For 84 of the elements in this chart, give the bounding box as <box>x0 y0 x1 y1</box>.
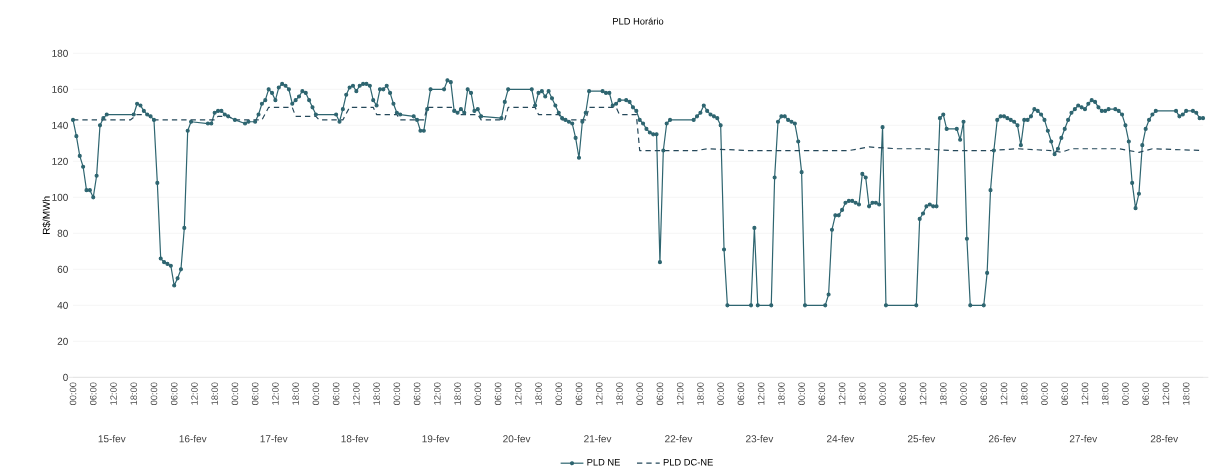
x-tick-label: 18:00 <box>454 382 461 405</box>
x-tick-label: 18:00 <box>211 382 218 405</box>
y-tick-label: 40 <box>57 301 68 309</box>
x-tick-label: 06:00 <box>818 382 826 406</box>
chart-title: PLD Horário <box>613 17 664 25</box>
x-tick-label: 18:00 <box>939 382 947 405</box>
x-tick-label: 12:00 <box>676 382 684 405</box>
x-tick-label: 00:00 <box>960 382 967 406</box>
y-tick-label: 100 <box>52 193 68 201</box>
text: 21-fev <box>584 435 612 443</box>
y-axis-title: R$/MWh <box>42 196 51 234</box>
x-tick-label: 18:00 <box>697 382 704 405</box>
x-tick-label: 00:00 <box>1041 382 1048 406</box>
x-tick-label: 00:00 <box>312 382 320 406</box>
text: 26-fev <box>988 435 1017 443</box>
x-tick-label: 18:00 <box>616 382 623 405</box>
x-tick-label: 06:00 <box>332 382 340 406</box>
x-tick-label: 06:00 <box>413 382 421 406</box>
x-tick-label: 12:00 <box>272 382 279 405</box>
x-tick-label: 00:00 <box>69 382 77 406</box>
x-tick-label: 18:00 <box>1101 382 1109 405</box>
text: 17-fev <box>260 435 288 443</box>
x-tick-label: 06:00 <box>980 382 988 406</box>
x-tick-label: 18:00 <box>778 382 785 405</box>
x-tick-label: 12:00 <box>1162 382 1170 405</box>
x-tick-label: 06:00 <box>656 382 664 406</box>
x-tick-label: 12:00 <box>110 382 117 405</box>
x-tick-label: 18:00 <box>1020 382 1028 405</box>
x-tick-label: 00:00 <box>1122 382 1129 406</box>
y-tick-label: 60 <box>57 265 68 273</box>
x-tick-label: 12:00 <box>838 382 846 405</box>
text: 15-fev <box>98 435 126 443</box>
y-tick-label: 20 <box>57 337 68 345</box>
x-tick-label: 12:00 <box>595 382 603 405</box>
text: 27-fev <box>1069 435 1098 443</box>
x-tick-label: 18:00 <box>292 382 299 405</box>
x-tick-label: 18:00 <box>859 382 866 405</box>
x-tick-label: 00:00 <box>231 382 239 406</box>
x-tick-label: 18:00 <box>535 382 542 405</box>
y-tick-label: 160 <box>52 85 68 93</box>
x-tick-label: 00:00 <box>636 382 643 406</box>
y-tick-label: 80 <box>57 229 68 237</box>
x-tick-label: 06:00 <box>575 382 583 406</box>
x-tick-label: 12:00 <box>514 382 522 405</box>
text: 22-fev <box>665 435 693 443</box>
x-tick-label: 12:00 <box>919 382 927 405</box>
legend-label: PLD NE <box>587 458 620 466</box>
x-tick-label: 06:00 <box>170 382 178 406</box>
legend-label: PLD DC-NE <box>663 458 713 466</box>
x-tick-label: 00:00 <box>474 382 482 406</box>
x-tick-label: 18:00 <box>1182 382 1190 405</box>
x-tick-label: 06:00 <box>1142 382 1149 406</box>
text: 23-fev <box>746 435 774 443</box>
y-tick-label: 0 <box>63 373 68 381</box>
text: 19-fev <box>422 435 450 443</box>
text: 28-fev <box>1150 435 1179 443</box>
text: 20-fev <box>503 435 531 443</box>
x-tick-label: 06:00 <box>494 382 502 406</box>
x-tick-label: 18:00 <box>130 382 138 405</box>
x-tick-label: 12:00 <box>353 382 360 405</box>
x-tick-label: 12:00 <box>1000 382 1008 405</box>
y-tick-label: 180 <box>52 49 68 57</box>
x-tick-label: 12:00 <box>757 382 765 405</box>
x-tick-label: 06:00 <box>737 382 745 406</box>
x-tick-label: 06:00 <box>1061 382 1069 406</box>
x-tick-label: 00:00 <box>555 382 563 406</box>
x-tick-label: 06:00 <box>89 382 97 406</box>
x-tick-label: 18:00 <box>373 382 380 405</box>
y-tick-label: 120 <box>52 157 68 165</box>
x-tick-label: 00:00 <box>393 382 401 406</box>
text: 24-fev <box>827 435 855 443</box>
x-tick-label: 06:00 <box>899 382 907 406</box>
y-tick-label: 140 <box>52 121 68 129</box>
x-tick-label: 12:00 <box>434 382 441 405</box>
x-tick-label: 00:00 <box>798 382 805 406</box>
x-tick-label: 00:00 <box>879 382 886 406</box>
x-tick-label: 00:00 <box>150 382 158 406</box>
x-tick-label: 06:00 <box>251 382 259 406</box>
text: 18-fev <box>341 435 369 443</box>
x-tick-label: 12:00 <box>1081 382 1089 405</box>
x-tick-label: 12:00 <box>191 382 198 405</box>
text: 25-fev <box>907 435 936 443</box>
x-tick-label: 00:00 <box>717 382 724 406</box>
text: 16-fev <box>179 435 207 443</box>
